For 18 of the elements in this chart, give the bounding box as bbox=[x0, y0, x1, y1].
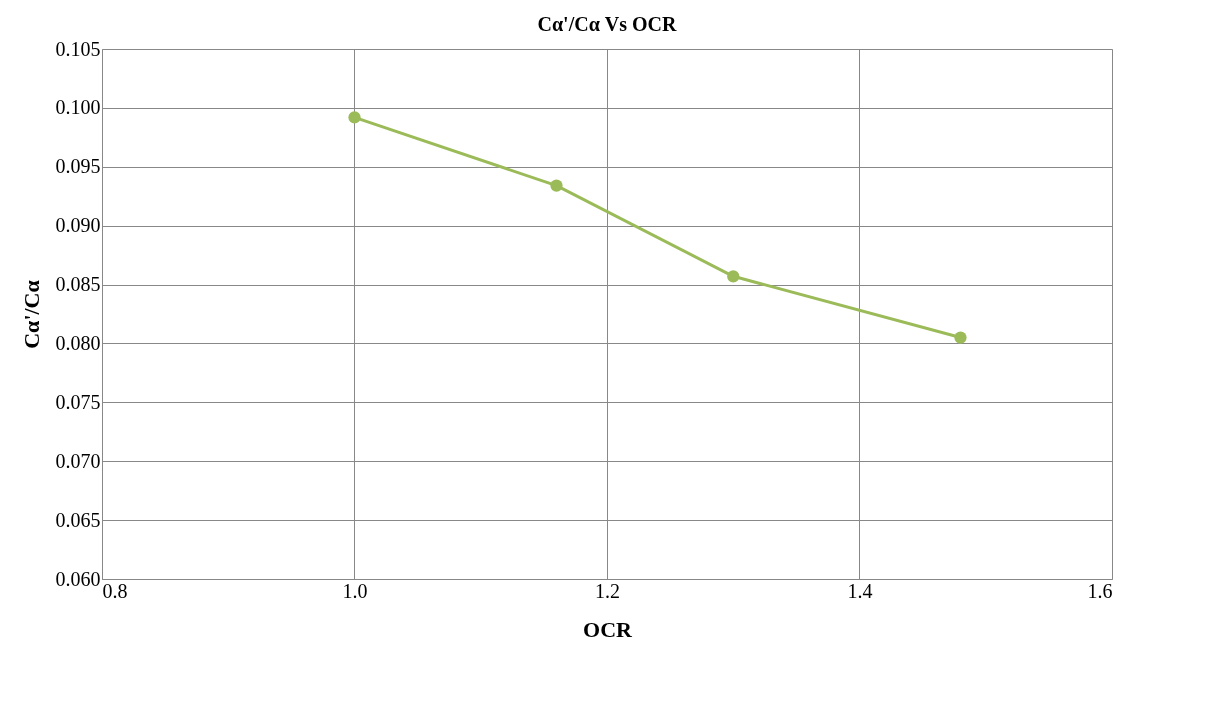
y-tick-label: 0.095 bbox=[55, 155, 101, 178]
y-tick-label: 0.090 bbox=[55, 214, 101, 237]
y-tick-label: 0.075 bbox=[55, 390, 101, 413]
x-axis-title: OCR bbox=[583, 616, 634, 642]
x-tick-label: 1.0 bbox=[342, 579, 368, 602]
x-tick-label: 0.8 bbox=[102, 579, 128, 602]
y-axis-title: Cα'/Cα bbox=[18, 279, 44, 349]
chart-title: Cα'/Cα Vs OCR bbox=[537, 13, 678, 35]
y-tick-label: 0.065 bbox=[55, 508, 101, 531]
x-tick-label: 1.2 bbox=[595, 579, 620, 602]
x-tick-label: 1.6 bbox=[1087, 579, 1113, 602]
y-tick-label: 0.100 bbox=[55, 96, 101, 119]
y-tick-label: 0.070 bbox=[55, 449, 101, 472]
y-tick-label: 0.080 bbox=[55, 331, 101, 354]
x-tick-label: 1.4 bbox=[847, 579, 873, 602]
y-tick-label: 0.060 bbox=[55, 567, 101, 590]
y-tick-label: 0.085 bbox=[55, 273, 101, 296]
y-tick-label: 0.105 bbox=[55, 37, 101, 60]
